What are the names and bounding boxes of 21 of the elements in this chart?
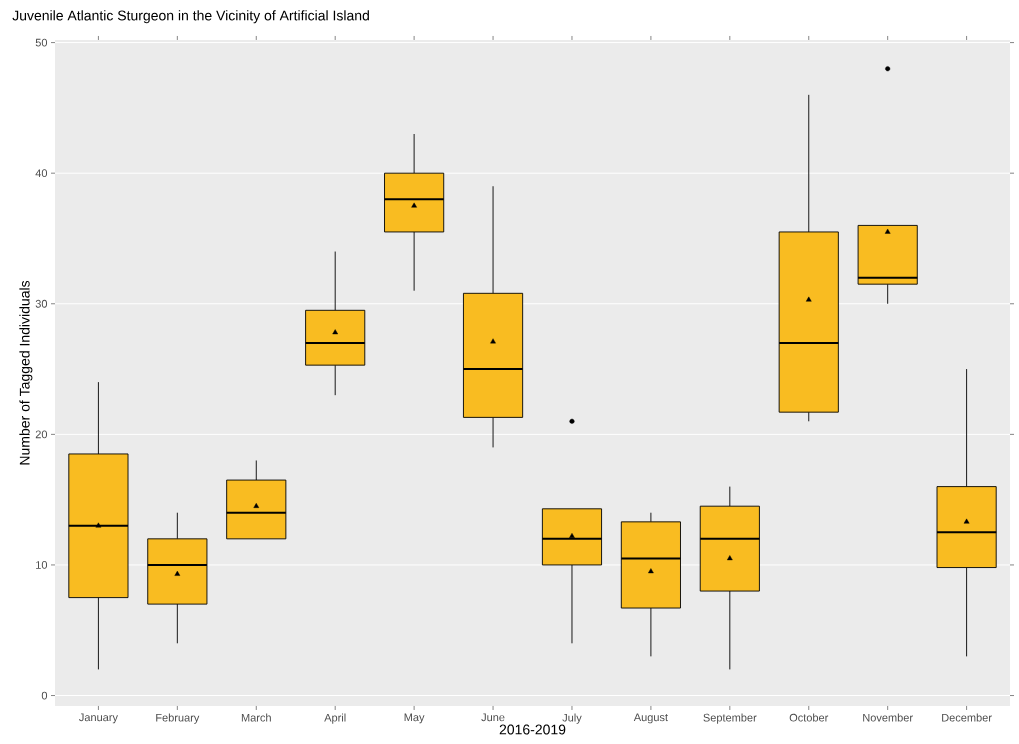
- x-tick-label: May: [404, 713, 425, 724]
- x-tick-label: August: [633, 713, 668, 724]
- y-tick-label: 0: [41, 691, 48, 700]
- x-tick-label: April: [324, 713, 346, 724]
- y-tick-label: 20: [35, 430, 48, 439]
- x-tick-label: November: [863, 713, 913, 722]
- x-tick-label: September: [703, 713, 757, 724]
- y-tick-label: 30: [35, 299, 48, 308]
- x-axis-title: 2016-2019: [499, 724, 566, 735]
- y-tick-label: 10: [36, 561, 48, 569]
- x-tick-label: December: [942, 713, 992, 722]
- x-tick-label: July: [562, 713, 582, 724]
- x-tick-label: June: [481, 713, 505, 722]
- chart-title: Juvenile Atlantic Sturgeon in the Vicinity of Artificial Island: [12, 10, 369, 24]
- x-tick-label: March: [241, 713, 271, 722]
- y-axis-title: Number of Tagged Individuals: [19, 280, 33, 465]
- x-tick-label: January: [79, 713, 118, 724]
- y-tick-label: 40: [35, 169, 48, 178]
- x-tick-label: February: [156, 713, 200, 724]
- y-tick-label: 50: [35, 38, 48, 47]
- x-tick-label: October: [789, 713, 829, 722]
